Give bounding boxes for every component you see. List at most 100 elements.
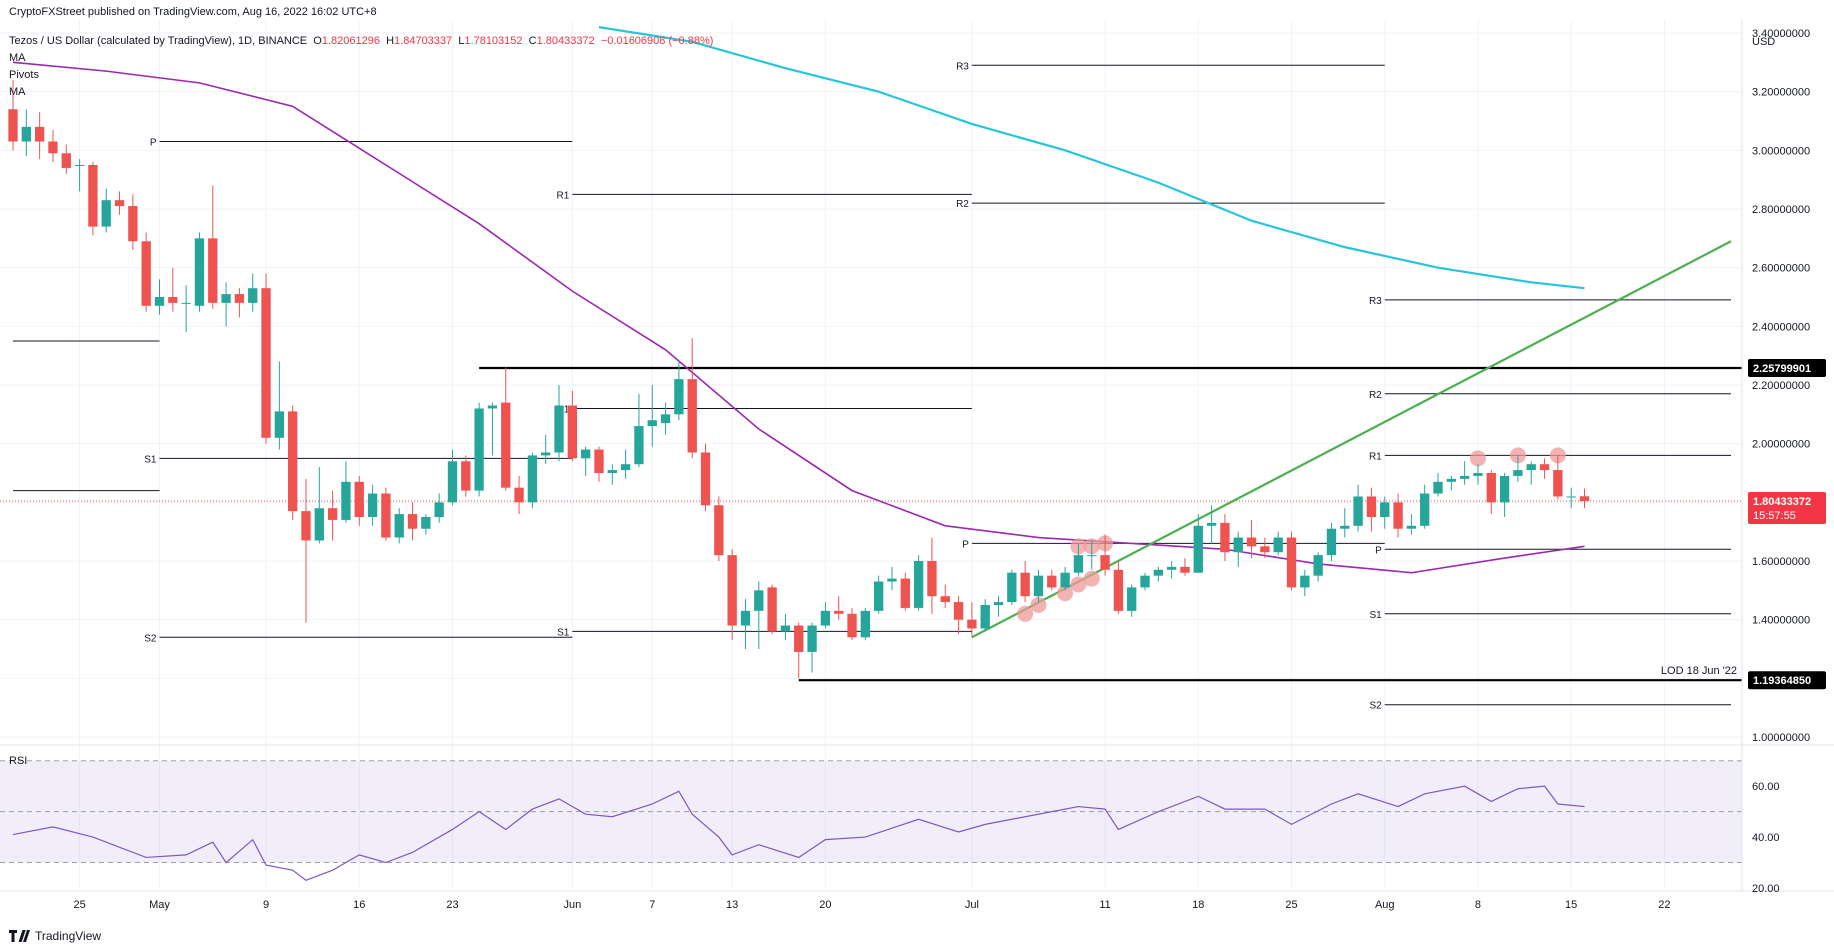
candle-body [74, 165, 85, 166]
candle-body [1206, 522, 1217, 526]
trendline [971, 240, 1732, 639]
pivot-label: S1 [1370, 610, 1383, 621]
grid [0, 20, 1742, 888]
candle-body [1073, 555, 1084, 573]
candle-body [21, 126, 31, 142]
candle-body [820, 610, 831, 626]
candles [8, 79, 1590, 679]
candle-body [381, 493, 391, 538]
marker-circle [1057, 585, 1074, 602]
candle-body [354, 481, 364, 517]
candle-body [1033, 575, 1044, 597]
candle-body [1526, 464, 1536, 471]
key-level-badge [1748, 671, 1826, 690]
candle-body [1166, 566, 1177, 570]
candle-body [967, 619, 977, 629]
candle-body [1220, 522, 1230, 553]
open-label: O [313, 35, 322, 47]
high-value: 1.84703337 [394, 35, 453, 47]
low-value: 1.78103152 [464, 35, 523, 47]
candle-body [1286, 537, 1297, 588]
candle-body [900, 578, 910, 608]
candle-body [1020, 572, 1030, 597]
candle-body [1353, 496, 1363, 526]
rsi-tick-label: 40.00 [1752, 832, 1780, 844]
candle-body [1100, 555, 1110, 570]
price-labels: RSI 2.25799901 1.19364850 1.80433372 15:57:5… [9, 358, 1826, 767]
rsi-pane [0, 760, 1742, 882]
rsi-tick-label: 60.00 [1752, 781, 1780, 793]
candle-body [754, 590, 764, 611]
candle-body [1539, 464, 1550, 471]
candle-body [1087, 555, 1097, 557]
candle-body [194, 238, 205, 306]
key-level-note: LOD 18 Jun '22 [1661, 665, 1737, 677]
candle-body [274, 411, 285, 438]
candle-body [1140, 575, 1150, 588]
rsi-tick-label: 20.00 [1752, 883, 1780, 895]
candle-body [527, 455, 538, 503]
footer-brand[interactable]: TradingView [9, 929, 101, 943]
candle-body [993, 602, 1004, 605]
candle-body [487, 405, 498, 409]
candle-body [953, 602, 964, 620]
time-tick-label: 25 [1285, 899, 1297, 911]
candle-body [261, 288, 271, 438]
candle-body [1060, 572, 1070, 588]
price-tick-label: 3.20000000 [1752, 87, 1810, 99]
candle-body [394, 514, 404, 538]
candle-body [860, 610, 871, 638]
time-tick-label: 16 [353, 899, 365, 911]
marker-circle [1030, 597, 1047, 613]
candle-body [501, 402, 511, 488]
time-tick-label: 18 [1192, 899, 1204, 911]
last-price-value: 1.80433372 [1753, 496, 1811, 508]
candle-body [700, 452, 711, 506]
candle-body [727, 555, 737, 626]
candle-body [581, 449, 591, 459]
candle-body [168, 297, 178, 303]
candle-body [1153, 569, 1163, 576]
candle-body [367, 493, 378, 517]
symbol-row: Tezos / US Dollar (calculated by Trading… [9, 33, 713, 50]
candle-body [1499, 475, 1510, 503]
candle-body [48, 141, 58, 154]
candle-body [887, 578, 897, 582]
marker-circle [1083, 570, 1100, 587]
candle-body [181, 302, 191, 304]
pivot-label: P [1375, 545, 1382, 556]
candle-body [1127, 587, 1137, 611]
last-price-badge [1748, 492, 1826, 525]
indicator-ma-slow[interactable]: MA [9, 86, 26, 98]
pivot-label: S2 [1370, 701, 1383, 712]
time-tick-label: 15 [1565, 899, 1577, 911]
candle-body [1433, 481, 1443, 494]
price-tick-label: 3.40000000 [1752, 28, 1810, 40]
candle-body [1260, 546, 1270, 553]
candle-body [407, 514, 418, 529]
pivot-label: R1 [557, 190, 570, 201]
countdown-value: 15:57:55 [1753, 510, 1796, 522]
candle-body [567, 405, 578, 459]
marker-circle [1469, 450, 1486, 467]
indicator-ma-fast[interactable]: MA [9, 52, 26, 64]
marker-circle [1070, 576, 1087, 593]
time-tick-label: 25 [73, 899, 85, 911]
indicator-pivots[interactable]: Pivots [9, 69, 39, 81]
pivot-label: R3 [956, 61, 969, 72]
candle-body [873, 581, 884, 611]
candle-body [1473, 473, 1483, 476]
close-value: 1.80433372 [536, 35, 595, 47]
rsi-line [12, 785, 1585, 882]
ma-fast-line [12, 61, 1585, 574]
time-tick-label: 23 [446, 899, 458, 911]
open-value: 1.82061296 [321, 35, 380, 47]
candle-body [1553, 470, 1563, 497]
publisher-line: CryptoFXStreet published on TradingView.… [9, 6, 377, 18]
candle-body [234, 294, 245, 303]
time-tick-label: 9 [263, 899, 269, 911]
candle-body [1233, 537, 1243, 553]
candle-body [101, 200, 111, 227]
time-tick-label: May [149, 899, 170, 911]
